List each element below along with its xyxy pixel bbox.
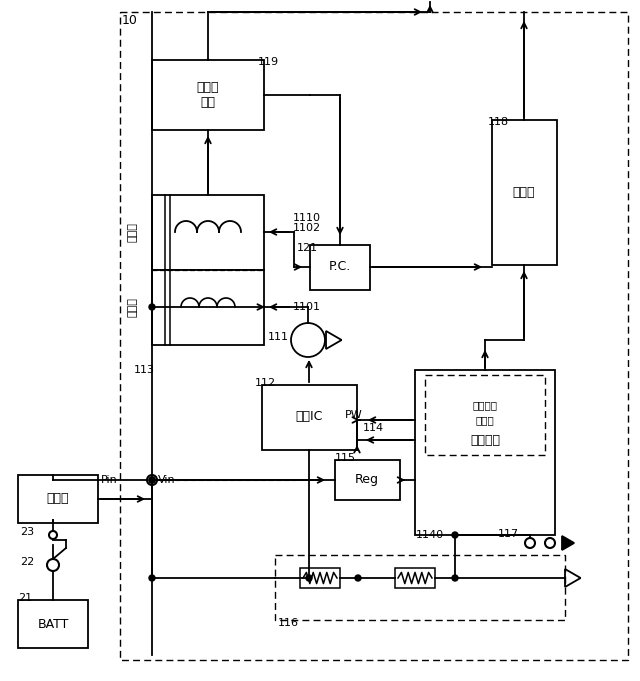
Bar (310, 245, 370, 290)
Text: 118: 118 (488, 117, 509, 127)
Text: 21: 21 (18, 593, 32, 603)
Bar (275, 555, 565, 620)
Circle shape (306, 575, 312, 581)
Text: 113: 113 (134, 365, 155, 375)
Text: マイコン: マイコン (470, 434, 500, 447)
Text: BATT: BATT (37, 618, 68, 631)
Bar (395, 568, 435, 588)
Polygon shape (562, 536, 574, 550)
Bar (415, 370, 555, 535)
Text: 114: 114 (363, 423, 384, 433)
Circle shape (149, 477, 155, 483)
Circle shape (452, 575, 458, 581)
Text: 1101: 1101 (293, 302, 321, 312)
Bar (152, 195, 264, 270)
Text: 117: 117 (498, 529, 519, 539)
Text: P.C.: P.C. (329, 261, 351, 274)
Bar (492, 120, 557, 265)
Text: 10: 10 (122, 14, 138, 27)
Text: 22: 22 (20, 557, 35, 567)
Circle shape (149, 575, 155, 581)
Bar (152, 60, 264, 130)
Bar (18, 475, 98, 523)
Text: 112: 112 (255, 378, 276, 388)
Text: 1140: 1140 (416, 530, 444, 540)
Text: 通信部: 通信部 (513, 185, 535, 198)
Text: 二次側: 二次側 (128, 222, 138, 242)
Bar (425, 375, 545, 455)
Bar (300, 568, 340, 588)
Circle shape (452, 532, 458, 538)
Text: 一次側: 一次側 (128, 297, 138, 317)
Circle shape (149, 477, 155, 483)
Circle shape (355, 575, 361, 581)
Text: Reg: Reg (355, 473, 379, 486)
Text: 不揮発性: 不揮発性 (472, 400, 497, 410)
Text: 121: 121 (297, 243, 318, 253)
Text: 分圧器: 分圧器 (47, 492, 69, 505)
Bar (335, 460, 400, 500)
Text: 119: 119 (258, 57, 279, 67)
Text: 二次側
回路: 二次側 回路 (196, 81, 220, 109)
Text: 115: 115 (335, 453, 356, 463)
Text: 23: 23 (20, 527, 34, 537)
Text: 1110: 1110 (293, 213, 321, 223)
Text: Vin: Vin (158, 475, 175, 485)
Bar (262, 385, 357, 450)
Text: 1102: 1102 (293, 223, 321, 233)
Text: メモリ: メモリ (476, 415, 494, 425)
Text: 111: 111 (268, 332, 289, 342)
Text: Pin: Pin (101, 475, 118, 485)
Text: 制御IC: 制御IC (295, 411, 323, 424)
Bar (18, 600, 88, 648)
Bar (152, 270, 264, 345)
Text: 116: 116 (278, 618, 299, 628)
Text: PW: PW (345, 410, 363, 420)
Circle shape (149, 304, 155, 310)
Bar (120, 12, 628, 660)
